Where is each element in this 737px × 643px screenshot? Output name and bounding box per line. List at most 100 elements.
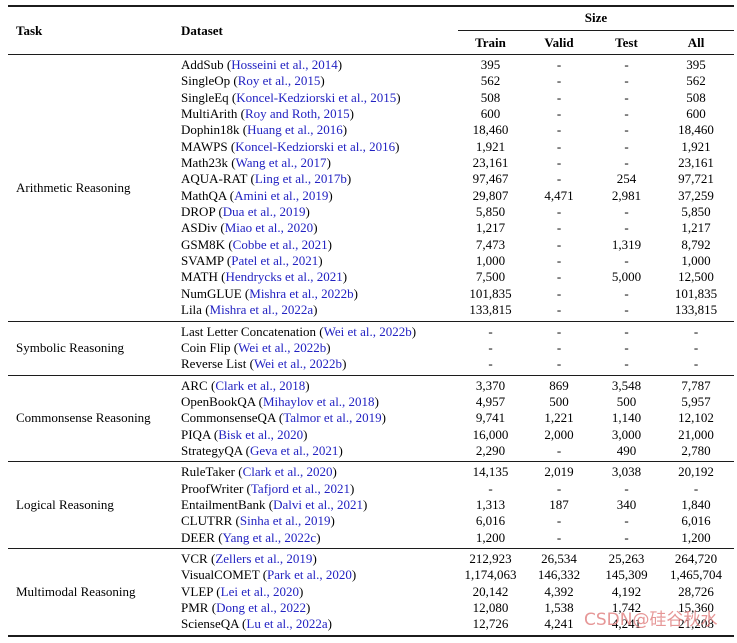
test-value: - bbox=[624, 513, 629, 529]
table-row: VCR (Zellers et al., 2019) 212,923 26,53… bbox=[181, 551, 734, 567]
test-value: 500 bbox=[616, 393, 637, 409]
dataset-cell: EntailmentBank (Dalvi et al., 2021) bbox=[181, 497, 458, 513]
column-header-valid: Valid bbox=[544, 34, 574, 50]
citation-link[interactable]: Huang et al., 2016 bbox=[247, 122, 343, 138]
dataset-name: EntailmentBank bbox=[181, 496, 266, 512]
dataset-name: VisualCOMET bbox=[181, 567, 260, 583]
dataset-name: AQUA-RAT bbox=[181, 171, 248, 187]
dataset-name: RuleTaker bbox=[181, 464, 235, 480]
citation-link[interactable]: Lu et al., 2022a bbox=[246, 616, 328, 632]
cite-paren-close: ) bbox=[330, 513, 335, 529]
citation-link[interactable]: Roy et al., 2015 bbox=[237, 73, 321, 89]
cite-paren-close: ) bbox=[305, 204, 310, 220]
section-rows: Last Letter Concatenation (Wei et al., 2… bbox=[181, 324, 734, 373]
dataset-cell: AddSub (Hosseini et al., 2014) bbox=[181, 57, 458, 73]
citation-link[interactable]: Clark et al., 2020 bbox=[242, 464, 333, 480]
citation-link[interactable]: Mishra et al., 2022a bbox=[209, 302, 314, 318]
citation-link[interactable]: Ling et al., 2017b bbox=[254, 171, 347, 187]
train-value: - bbox=[488, 339, 493, 355]
valid-value: - bbox=[556, 513, 562, 529]
table-row: GSM8K (Cobbe et al., 2021) 7,473 - 1,319… bbox=[181, 237, 734, 253]
citation-link[interactable]: Amini et al., 2019 bbox=[234, 187, 329, 203]
citation-link[interactable]: Cobbe et al., 2021 bbox=[232, 236, 328, 252]
citation-link[interactable]: Tafjord et al., 2021 bbox=[250, 480, 350, 496]
all-value: 8,792 bbox=[681, 236, 711, 252]
citation-link[interactable]: Miao et al., 2020 bbox=[224, 220, 314, 236]
test-value: - bbox=[624, 89, 629, 105]
dataset-cell: NumGLUE (Mishra et al., 2022b) bbox=[181, 286, 458, 302]
citation-link[interactable]: Mishra et al., 2022b bbox=[249, 285, 354, 301]
cite-paren-close: ) bbox=[351, 567, 357, 583]
dataset-name: ASDiv bbox=[181, 220, 218, 236]
cite-paren-open: ( bbox=[316, 323, 324, 339]
citation-link[interactable]: Roy and Roth, 2015 bbox=[244, 106, 350, 122]
table-row: Coin Flip (Wei et al., 2022b) - - - - bbox=[181, 340, 734, 356]
test-value: 3,548 bbox=[611, 377, 642, 393]
citation-link[interactable]: Wei et al., 2022b bbox=[238, 339, 327, 355]
table-row: PIQA (Bisk et al., 2020) 16,000 2,000 3,… bbox=[181, 427, 734, 443]
watermark: CSDN@硅谷秋水 bbox=[584, 610, 718, 630]
all-value: 5,850 bbox=[681, 204, 711, 220]
train-value: 7,473 bbox=[475, 236, 506, 252]
table-row: MAWPS (Koncel-Kedziorski et al., 2016) 1… bbox=[181, 139, 734, 155]
table-row: Lila (Mishra et al., 2022a) 133,815 - - … bbox=[181, 302, 734, 318]
citation-link[interactable]: Mihaylov et al., 2018 bbox=[262, 393, 375, 409]
citation-link[interactable]: Wei et al., 2022b bbox=[323, 323, 412, 339]
valid-value: 4,471 bbox=[544, 187, 574, 203]
citation-link[interactable]: Zellers et al., 2019 bbox=[215, 550, 313, 566]
all-value: 1,921 bbox=[681, 138, 711, 154]
dataset-cell: DROP (Dua et al., 2019) bbox=[181, 204, 458, 220]
task-section: Logical Reasoning RuleTaker (Clark et al… bbox=[8, 462, 734, 549]
citation-link[interactable]: Wei et al., 2022b bbox=[253, 356, 343, 372]
test-value: - bbox=[624, 323, 629, 339]
citation-link[interactable]: Hendrycks et al., 2021 bbox=[225, 269, 343, 285]
test-value: 1,742 bbox=[611, 600, 642, 615]
valid-value: 4,241 bbox=[544, 616, 574, 632]
all-value: 1,000 bbox=[681, 253, 711, 269]
citation-link[interactable]: Park et al., 2020 bbox=[267, 567, 352, 583]
citation-link[interactable]: Koncel-Kedziorski et al., 2015 bbox=[236, 89, 397, 105]
table-row: ASDiv (Miao et al., 2020) 1,217 - - 1,21… bbox=[181, 220, 734, 236]
dataset-name: ProofWriter bbox=[181, 480, 244, 496]
citation-link[interactable]: Geva et al., 2021 bbox=[249, 442, 339, 458]
all-value: 1,200 bbox=[681, 529, 711, 545]
column-header-task: Task bbox=[16, 22, 43, 38]
citation-link[interactable]: Koncel-Kedziorski et al., 2016 bbox=[235, 138, 396, 154]
cite-paren-close: ) bbox=[411, 323, 417, 339]
dataset-name: PMR bbox=[181, 600, 209, 615]
train-value: 4,957 bbox=[475, 393, 506, 409]
dataset-cell: SingleOp (Roy et al., 2015) bbox=[181, 73, 458, 89]
test-value: 4,192 bbox=[611, 583, 642, 599]
all-value: 562 bbox=[686, 73, 706, 89]
table-row: Last Letter Concatenation (Wei et al., 2… bbox=[181, 324, 734, 340]
test-value: - bbox=[624, 57, 629, 72]
citation-link[interactable]: Hosseini et al., 2014 bbox=[231, 57, 338, 72]
citation-link[interactable]: Dua et al., 2019 bbox=[222, 204, 306, 220]
valid-value: - bbox=[556, 236, 562, 252]
test-value: - bbox=[624, 138, 629, 154]
citation-link[interactable]: Dong et al., 2022 bbox=[216, 600, 306, 615]
train-value: 101,835 bbox=[469, 285, 512, 301]
cite-paren-close: ) bbox=[327, 616, 332, 632]
citation-link[interactable]: Lei et al., 2020 bbox=[220, 583, 299, 599]
valid-value: 2,019 bbox=[544, 464, 574, 480]
citation-link[interactable]: Yang et al., 2022c bbox=[222, 529, 317, 545]
dataset-name: SingleOp bbox=[181, 73, 231, 89]
citation-link[interactable]: Talmor et al., 2019 bbox=[283, 410, 382, 426]
citation-link[interactable]: Sinha et al., 2019 bbox=[239, 513, 331, 529]
citation-link[interactable]: Bisk et al., 2020 bbox=[218, 426, 304, 442]
citation-link[interactable]: Clark et al., 2018 bbox=[215, 377, 306, 393]
all-value: 395 bbox=[686, 57, 706, 72]
dataset-name: GSM8K bbox=[181, 236, 226, 252]
all-value: - bbox=[693, 356, 699, 372]
table-row: CommonsenseQA (Talmor et al., 2019) 9,74… bbox=[181, 410, 734, 426]
dataset-name: DEER bbox=[181, 529, 215, 545]
citation-link[interactable]: Dalvi et al., 2021 bbox=[273, 496, 363, 512]
dataset-name: Coin Flip bbox=[181, 339, 231, 355]
citation-link[interactable]: Patel et al., 2021 bbox=[231, 253, 319, 269]
column-header-all: All bbox=[687, 34, 705, 50]
table-row: MathQA (Amini et al., 2019) 29,807 4,471… bbox=[181, 188, 734, 204]
citation-link[interactable]: Wang et al., 2017 bbox=[235, 155, 327, 171]
train-value: 562 bbox=[480, 73, 501, 89]
train-value: - bbox=[488, 480, 493, 496]
